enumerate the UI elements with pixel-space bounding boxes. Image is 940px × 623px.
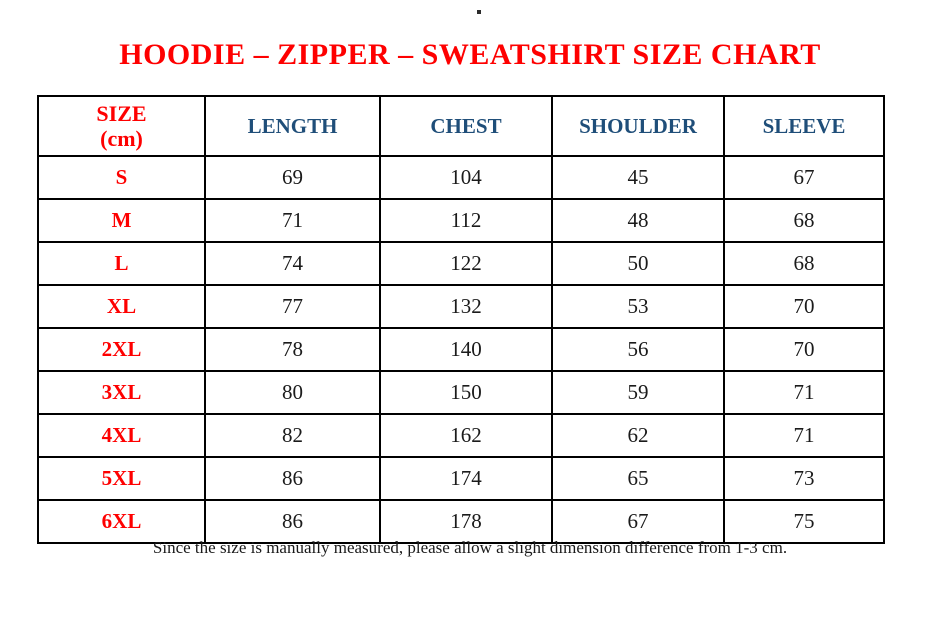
table-row: L 74 122 50 68 bbox=[37, 241, 885, 286]
chest-value: 140 bbox=[379, 327, 553, 372]
header-length-cell: LENGTH bbox=[204, 95, 381, 157]
shoulder-value: 50 bbox=[551, 241, 725, 286]
size-label: XL bbox=[37, 284, 206, 329]
size-label: S bbox=[37, 155, 206, 200]
chest-value: 122 bbox=[379, 241, 553, 286]
length-value: 86 bbox=[204, 456, 381, 501]
length-value: 86 bbox=[204, 499, 381, 544]
length-value: 69 bbox=[204, 155, 381, 200]
size-label: L bbox=[37, 241, 206, 286]
page-title: HOODIE – ZIPPER – SWEATSHIRT SIZE CHART bbox=[119, 38, 821, 71]
chest-value: 104 bbox=[379, 155, 553, 200]
header-size-line1: SIZE bbox=[96, 100, 147, 126]
size-label: 6XL bbox=[37, 499, 206, 544]
sleeve-value: 70 bbox=[723, 284, 885, 329]
table-row: XL 77 132 53 70 bbox=[37, 284, 885, 329]
table-row: S 69 104 45 67 bbox=[37, 155, 885, 200]
size-chart-table: SIZE (cm) LENGTH CHEST SHOULDER SLEEVE S… bbox=[37, 95, 885, 544]
table-row: 2XL 78 140 56 70 bbox=[37, 327, 885, 372]
chest-value: 150 bbox=[379, 370, 553, 415]
sleeve-value: 68 bbox=[723, 241, 885, 286]
header-size-line2: (cm) bbox=[100, 126, 143, 151]
length-value: 74 bbox=[204, 241, 381, 286]
header-shoulder-cell: SHOULDER bbox=[551, 95, 725, 157]
table-row: 3XL 80 150 59 71 bbox=[37, 370, 885, 415]
shoulder-value: 67 bbox=[551, 499, 725, 544]
length-value: 77 bbox=[204, 284, 381, 329]
sleeve-value: 71 bbox=[723, 413, 885, 458]
sleeve-value: 68 bbox=[723, 198, 885, 243]
chest-value: 174 bbox=[379, 456, 553, 501]
measurement-disclaimer: Since the size is manually measured, ple… bbox=[152, 538, 788, 557]
sleeve-value: 71 bbox=[723, 370, 885, 415]
size-label: 2XL bbox=[37, 327, 206, 372]
size-label: 5XL bbox=[37, 456, 206, 501]
shoulder-value: 65 bbox=[551, 456, 725, 501]
shoulder-value: 62 bbox=[551, 413, 725, 458]
table-row: 6XL 86 178 67 75 bbox=[37, 499, 885, 544]
chest-value: 112 bbox=[379, 198, 553, 243]
sleeve-value: 70 bbox=[723, 327, 885, 372]
length-value: 78 bbox=[204, 327, 381, 372]
chest-value: 178 bbox=[379, 499, 553, 544]
table-header-row: SIZE (cm) LENGTH CHEST SHOULDER SLEEVE bbox=[37, 95, 885, 157]
shoulder-value: 45 bbox=[551, 155, 725, 200]
length-value: 82 bbox=[204, 413, 381, 458]
size-label: 4XL bbox=[37, 413, 206, 458]
sleeve-value: 67 bbox=[723, 155, 885, 200]
stray-dot-mark bbox=[477, 10, 481, 14]
size-label: 3XL bbox=[37, 370, 206, 415]
shoulder-value: 53 bbox=[551, 284, 725, 329]
chest-value: 132 bbox=[379, 284, 553, 329]
table-row: M 71 112 48 68 bbox=[37, 198, 885, 243]
table-row: 4XL 82 162 62 71 bbox=[37, 413, 885, 458]
length-value: 80 bbox=[204, 370, 381, 415]
shoulder-value: 48 bbox=[551, 198, 725, 243]
sleeve-value: 75 bbox=[723, 499, 885, 544]
table-row: 5XL 86 174 65 73 bbox=[37, 456, 885, 501]
shoulder-value: 56 bbox=[551, 327, 725, 372]
header-chest-cell: CHEST bbox=[379, 95, 553, 157]
size-label: M bbox=[37, 198, 206, 243]
length-value: 71 bbox=[204, 198, 381, 243]
sleeve-value: 73 bbox=[723, 456, 885, 501]
shoulder-value: 59 bbox=[551, 370, 725, 415]
chest-value: 162 bbox=[379, 413, 553, 458]
header-size-cell: SIZE (cm) bbox=[37, 95, 206, 157]
header-sleeve-cell: SLEEVE bbox=[723, 95, 885, 157]
